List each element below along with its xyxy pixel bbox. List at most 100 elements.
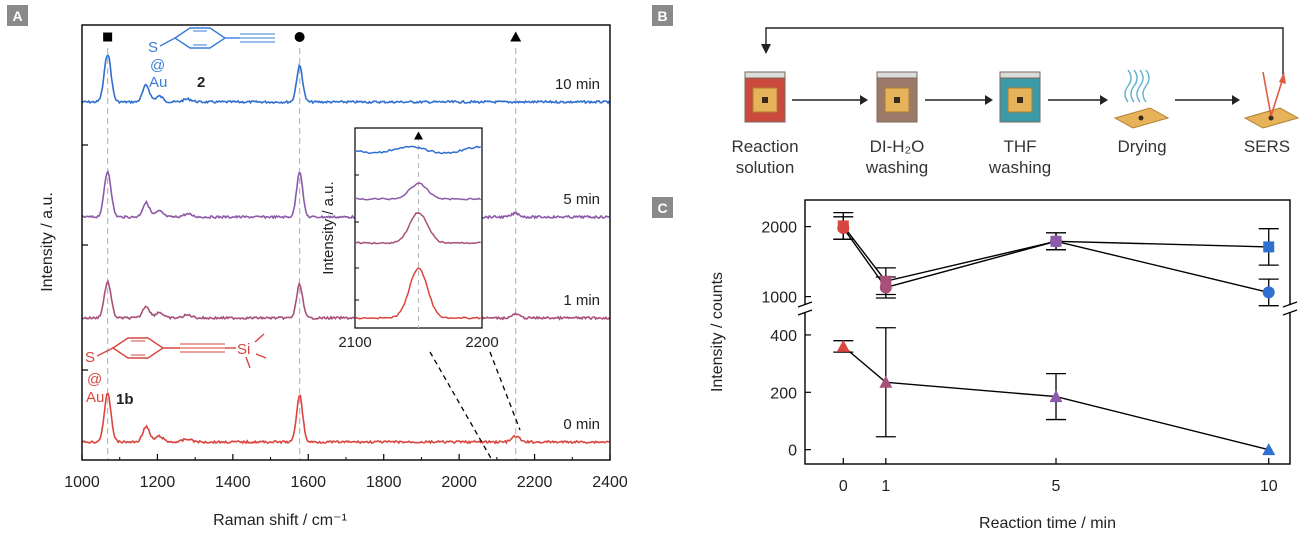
x-tick-label: 5 xyxy=(1052,478,1061,495)
panel-a: A 10 min 5 min 1 min 0 min 1000 1200 1400 1600 18… xyxy=(7,5,628,529)
beaker-step-3 xyxy=(999,71,1041,123)
data-point-square xyxy=(1263,241,1275,253)
beaker-rim xyxy=(744,71,786,79)
axis-break-mask xyxy=(799,305,1296,312)
spectrum-line xyxy=(81,279,610,321)
y-tick-label: 400 xyxy=(770,328,797,345)
spectrum-line xyxy=(81,392,610,445)
panel-label-a: A xyxy=(12,8,22,24)
zoom-line xyxy=(429,351,493,461)
zoom-line xyxy=(489,351,521,431)
x-tick-label: 1600 xyxy=(290,474,326,491)
atom-s: S xyxy=(148,39,158,56)
beaker-step-1 xyxy=(744,71,786,123)
compound-number-2: 2 xyxy=(197,74,205,91)
data-point-square xyxy=(880,275,892,287)
y-tick-label: 0 xyxy=(788,443,797,460)
beaker-step-2 xyxy=(876,71,918,123)
step-label-2: washing xyxy=(865,158,928,177)
methyl-bond xyxy=(245,356,251,369)
beaker-rim xyxy=(876,71,918,79)
axis-break-mark xyxy=(797,309,813,316)
inset-spectrum xyxy=(354,145,482,155)
vapor-line xyxy=(1142,69,1150,103)
x-tick-label: 2400 xyxy=(592,474,628,491)
data-point-triangle xyxy=(1049,390,1063,403)
compound-number-1b: 1b xyxy=(116,391,134,408)
y-tick-label: 200 xyxy=(770,385,797,402)
laser-in xyxy=(1262,71,1272,117)
inset-x-tick-label: 2100 xyxy=(338,334,371,351)
step-label-3: washing xyxy=(988,158,1051,177)
sample-spot xyxy=(1138,115,1144,121)
inset-spectrum xyxy=(354,212,481,245)
sers-icon xyxy=(1243,71,1300,129)
x-tick-label: 1 xyxy=(881,478,890,495)
data-point-triangle xyxy=(879,375,893,388)
sample-spot xyxy=(1268,115,1274,121)
step-label-1: solution xyxy=(736,158,795,177)
y-axis-label: Intensity / counts xyxy=(709,272,726,392)
sample-spot xyxy=(1017,97,1023,103)
plot-frame-c xyxy=(804,199,1291,465)
arrow-head xyxy=(985,95,993,105)
inset-spectrum xyxy=(355,182,482,201)
sample-spot xyxy=(894,97,900,103)
panel-label-b: B xyxy=(657,8,667,24)
x-axis-label: Raman shift / cm⁻¹ xyxy=(213,512,347,529)
inset: 2100 2200 Intensity / a.u. xyxy=(320,127,521,461)
arrow-head xyxy=(1279,72,1286,84)
y-tick-label: 1000 xyxy=(761,290,797,307)
step-label-1: Reaction xyxy=(731,137,798,156)
methyl-bond xyxy=(255,353,267,359)
step-label-2: DI-H₂O xyxy=(870,137,925,156)
sample-spot xyxy=(762,97,768,103)
y-tick-label: 2000 xyxy=(761,220,797,237)
axis-break-mark xyxy=(797,301,813,308)
data-point-circle xyxy=(1262,286,1275,299)
molecule-1b: S @Au Si 1b xyxy=(85,333,267,408)
spectrum-line xyxy=(81,170,610,220)
panel-label-box xyxy=(652,197,673,218)
x-tick-label: 1400 xyxy=(215,474,251,491)
triangle-marker xyxy=(510,31,522,42)
beaker-rim xyxy=(999,71,1041,79)
data-point-circle xyxy=(1050,235,1063,248)
atom-au: Au xyxy=(86,389,104,406)
x-tick-label: 2000 xyxy=(441,474,477,491)
y-axis-label: Intensity / a.u. xyxy=(39,192,56,292)
arrow-head xyxy=(761,44,771,54)
step-label-5: SERS xyxy=(1244,137,1290,156)
vapor-line xyxy=(1136,69,1144,103)
series-label: 1 min xyxy=(563,292,600,309)
step-label-4: Drying xyxy=(1117,137,1166,156)
axis-break-mark xyxy=(1282,309,1298,316)
x-tick-label: 10 xyxy=(1260,478,1278,495)
panel-label-box xyxy=(652,5,673,26)
molecule-2: S@Au 2 xyxy=(148,27,275,91)
x-tick-label: 0 xyxy=(839,478,848,495)
atom-si: Si xyxy=(237,341,250,358)
series-label: 10 min xyxy=(555,76,600,93)
data-point-triangle xyxy=(836,339,850,352)
panel-label-c: C xyxy=(657,200,667,216)
atom-s: S xyxy=(85,349,95,366)
data-point-circle xyxy=(837,222,850,234)
spectrum-line xyxy=(81,54,610,105)
laser-out xyxy=(1270,77,1284,117)
arrow-head xyxy=(1232,95,1240,105)
panel-c: C 1000 2000 0 200 400 0 1 5 10 Reaction time / min… xyxy=(652,197,1298,532)
arrow-head xyxy=(1100,95,1108,105)
atom-au: Au xyxy=(149,74,167,91)
series-line xyxy=(842,227,1269,294)
beaker-liquid xyxy=(876,76,918,123)
x-axis-label: Reaction time / min xyxy=(979,515,1116,532)
drying-icon xyxy=(1113,69,1170,129)
vapor-line xyxy=(1124,69,1132,103)
series-line xyxy=(842,345,1269,451)
data-point-triangle xyxy=(1262,443,1276,456)
panel-label-box xyxy=(7,5,28,26)
arrow-head xyxy=(860,95,868,105)
series-label: 0 min xyxy=(563,416,600,433)
